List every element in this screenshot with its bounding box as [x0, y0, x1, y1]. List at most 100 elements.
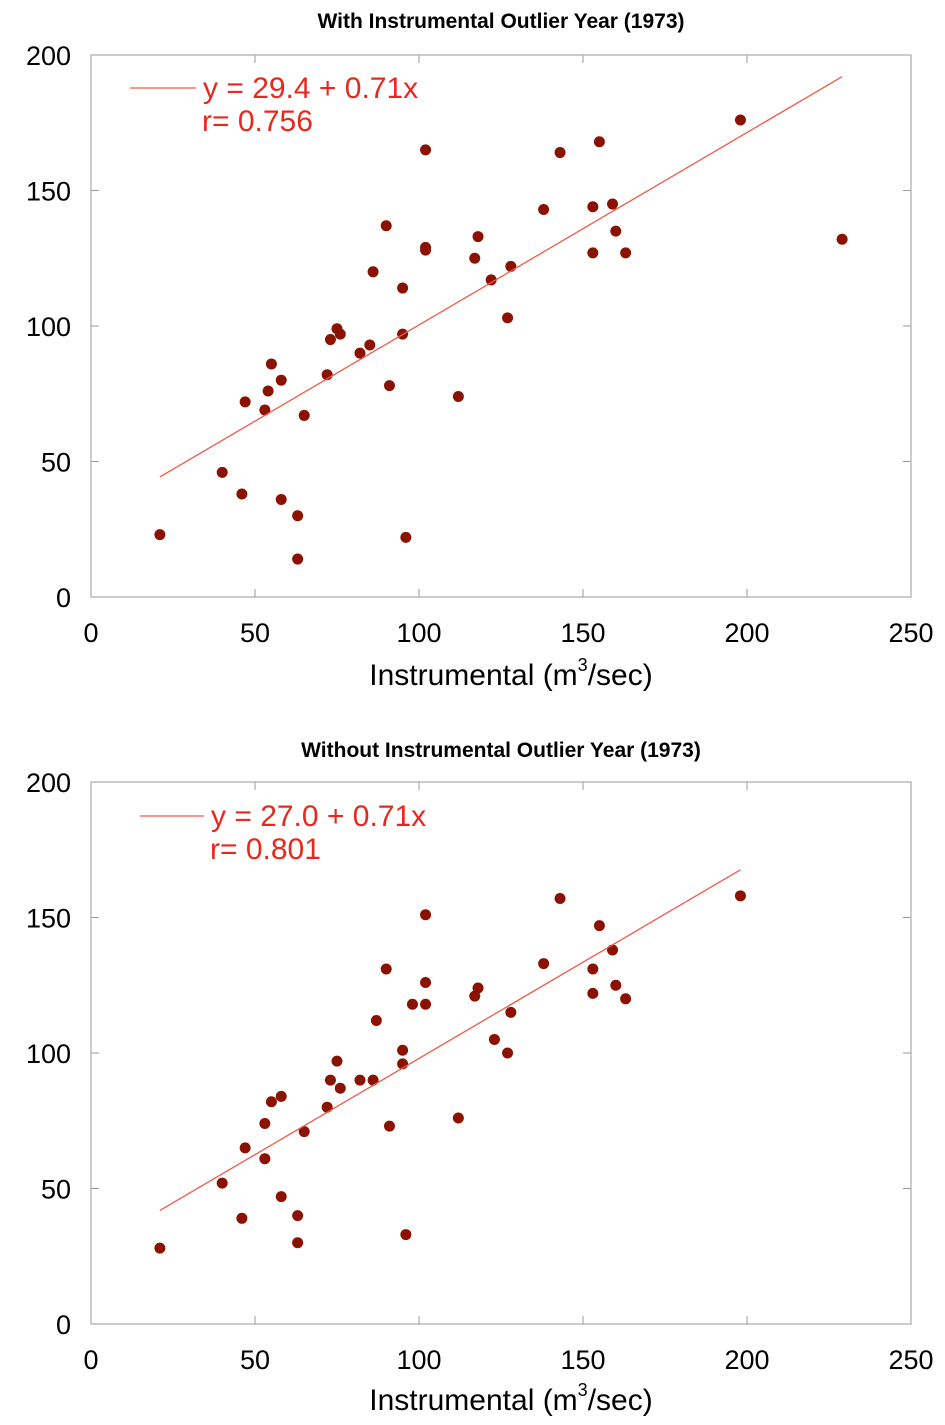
data-point — [367, 266, 379, 278]
data-point — [321, 1101, 333, 1113]
x-axis-label: Instrumental (m3/sec) — [369, 655, 652, 692]
data-point — [420, 144, 432, 156]
data-point — [400, 1229, 412, 1241]
data-point — [538, 203, 550, 215]
data-point — [367, 1074, 379, 1086]
chart-1: With Instrumental Outlier Year (1973) 0 50… — [26, 10, 934, 692]
x-tick-label: 200 — [724, 1345, 769, 1375]
x-tick-label: 50 — [240, 618, 270, 648]
data-point — [292, 1210, 304, 1222]
data-point — [216, 1177, 228, 1189]
data-point — [502, 1047, 514, 1059]
regression-line — [159, 869, 741, 1212]
chart-title: With Instrumental Outlier Year (1973) — [317, 10, 684, 33]
data-point — [734, 890, 746, 902]
data-point — [364, 339, 376, 351]
x-tick-label: 0 — [83, 618, 98, 648]
y-tick-label: 50 — [41, 1175, 71, 1205]
chart-2: Without Instrumental Outlier Year (1973)… — [26, 739, 934, 1417]
data-point — [236, 488, 248, 500]
y-tick-label: 100 — [26, 312, 71, 342]
y-tick-label: 100 — [26, 1039, 71, 1069]
data-point — [216, 466, 228, 478]
regression-equation: y = 29.4 + 0.71x — [203, 72, 418, 105]
data-point — [265, 358, 277, 370]
data-point — [239, 1142, 251, 1154]
y-tick-label: 150 — [26, 177, 71, 207]
data-point — [397, 282, 409, 294]
data-point — [380, 963, 392, 975]
y-tick-label: 150 — [26, 904, 71, 934]
correlation-coefficient: r= 0.801 — [210, 833, 321, 866]
x-tick-label: 150 — [560, 618, 605, 648]
y-tick-label: 0 — [56, 583, 71, 613]
x-tick-label: 250 — [888, 618, 933, 648]
data-point — [538, 958, 550, 970]
data-point — [472, 231, 484, 243]
data-point — [275, 493, 287, 505]
data-point — [154, 529, 166, 541]
data-point — [469, 252, 481, 264]
data-point — [292, 553, 304, 565]
regression-equation: y = 27.0 + 0.71x — [211, 800, 426, 833]
data-point — [334, 328, 346, 340]
data-point — [154, 1242, 166, 1254]
data-point — [587, 201, 599, 213]
data-point — [354, 347, 366, 359]
data-point — [607, 198, 619, 210]
data-point — [265, 1096, 277, 1108]
x-axis-label-superscript: 3 — [578, 1380, 588, 1400]
data-point — [275, 1090, 287, 1102]
data-point — [505, 1006, 517, 1018]
x-tick-label: 150 — [560, 1345, 605, 1375]
data-point — [505, 260, 517, 272]
x-tick-label: 100 — [396, 618, 441, 648]
correlation-coefficient: r= 0.756 — [202, 105, 313, 138]
data-point — [406, 998, 418, 1010]
data-point — [587, 987, 599, 999]
data-point — [334, 1082, 346, 1094]
x-axis-label: Instrumental (m3/sec) — [369, 1380, 652, 1417]
data-point — [383, 380, 395, 392]
data-point — [836, 233, 848, 245]
data-point — [397, 1044, 409, 1056]
data-point — [370, 1014, 382, 1026]
y-tick-label: 200 — [26, 768, 71, 798]
data-point — [400, 531, 412, 543]
data-point — [485, 274, 497, 286]
data-point — [452, 390, 464, 402]
data-point — [610, 225, 622, 237]
x-tick-label: 200 — [724, 618, 769, 648]
data-point — [380, 220, 392, 232]
regression-line — [159, 76, 843, 478]
data-point — [298, 409, 310, 421]
data-point — [259, 1153, 271, 1165]
data-point — [452, 1112, 464, 1124]
data-point — [354, 1074, 366, 1086]
data-point — [620, 247, 632, 259]
data-point — [324, 1074, 336, 1086]
data-point — [593, 136, 605, 148]
data-point — [331, 1055, 343, 1067]
data-point — [292, 1237, 304, 1249]
x-axis-label-unit: /sec) — [588, 659, 653, 692]
x-axis-label-superscript: 3 — [578, 655, 588, 675]
data-point — [262, 385, 274, 397]
data-point — [502, 312, 514, 324]
data-point — [593, 920, 605, 932]
x-axis-label-main: Instrumental (m — [369, 659, 577, 692]
data-point — [607, 944, 619, 956]
y-tick-label: 200 — [26, 41, 71, 71]
data-point — [420, 977, 432, 989]
y-tick-label: 0 — [56, 1310, 71, 1340]
data-point — [554, 893, 566, 905]
data-point — [420, 244, 432, 256]
data-point — [275, 374, 287, 386]
data-point — [259, 404, 271, 416]
y-tick-label: 50 — [41, 448, 71, 478]
data-point — [383, 1120, 395, 1132]
data-point — [259, 1117, 271, 1129]
data-point — [239, 396, 251, 408]
data-point — [587, 247, 599, 259]
